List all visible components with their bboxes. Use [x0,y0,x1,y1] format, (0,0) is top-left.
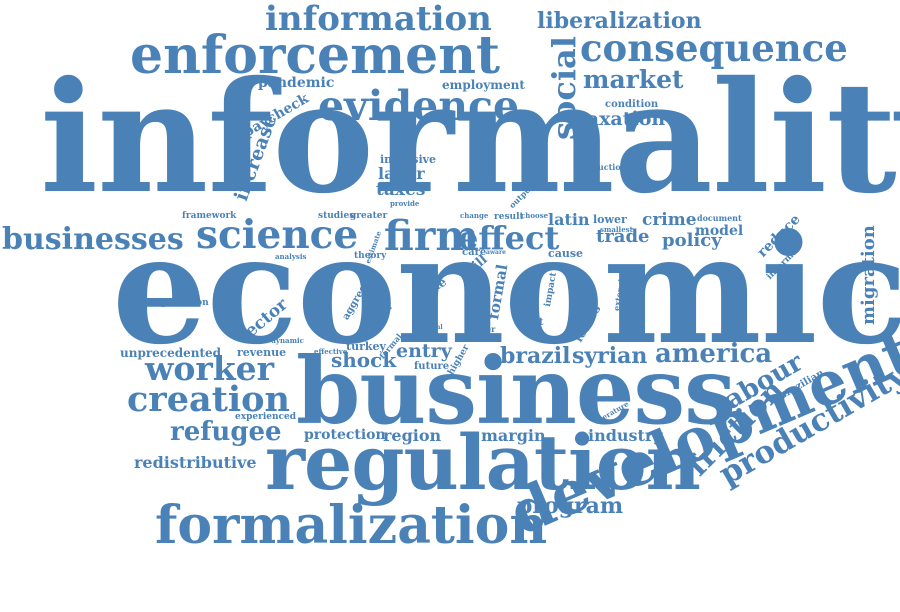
word-care: care [462,247,487,258]
word-result: result [494,212,524,222]
word-science: science [196,212,359,258]
word-evidence: evidence [318,82,520,130]
word-information: information [265,0,492,39]
word-protection: protection [304,427,386,443]
word-intensive: intensive [380,153,437,166]
word-social: social [545,36,583,140]
word-theory: theory [354,251,387,261]
word-businesses: businesses [2,222,184,257]
word-liberalization: liberalization [537,8,702,34]
word-aware: aware [486,249,506,256]
word-smallest: smallest [600,225,633,234]
word-taxation: taxation [578,108,666,130]
word-firm: firm [384,212,479,260]
word-market: market [583,65,684,94]
word-america: america [655,339,773,369]
word-syrian: syrian [572,343,648,369]
word-employment: employment [442,78,525,92]
word-lower: lower [593,213,627,226]
word-trade: trade [596,226,650,247]
word-creation: creation [127,379,290,420]
word-unprecedented: unprecedented [120,346,222,360]
word-policy: policy [662,230,722,251]
word-taxes: taxes [376,180,426,200]
word-data: data [468,281,491,291]
word-dynamic: dynamic [271,336,304,345]
word-expectation: expectation [150,298,209,308]
word-business: business [296,337,736,445]
word-effective: effective [314,347,348,356]
word-change: change [460,211,489,220]
word-entry: entry [396,340,452,362]
word-industry: industry [588,426,663,445]
word-economic: economic [112,202,900,378]
word-formalization: formalization [155,495,548,556]
word-margin: margin [481,426,546,445]
word-labor: labor [378,164,425,183]
word-refugee: refugee [170,417,282,447]
word-cause: cause [548,247,584,260]
word-size: size [467,312,491,325]
word-choose: choose [521,211,549,220]
word-analysis: analysis [275,252,307,261]
word-studies: studies [318,211,355,221]
word-model: model [695,223,744,239]
word-enforcement: enforcement [130,25,501,86]
word-condition: condition [605,99,659,110]
word-framework: framework [182,211,237,221]
word-future: future [414,361,450,372]
word-brazil: brazil [500,343,571,369]
word-program: program [517,493,624,519]
word-migration: migration [858,225,879,325]
word-greater: greater [350,211,388,221]
word-crime: crime [642,210,697,230]
word-region: region [383,426,442,445]
word-document: document [697,213,742,223]
word-turkey: turkey [346,340,386,353]
word-latin: latin [548,210,590,229]
word-provide: provide [390,199,420,208]
word-consequence: consequence [580,26,848,70]
word-regulation: regulation [265,418,701,507]
word-most: most [516,317,544,328]
word-larger: larger [468,324,496,334]
word-experienced: experienced [235,412,297,422]
word-informality: informality [40,48,900,228]
word-redistributive: redistributive [134,453,257,472]
word-effect: effect [458,219,560,257]
word-revenue: revenue [237,346,287,359]
word-shock: shock [331,348,397,372]
word-pandemic: pandemic [258,75,335,91]
word-worker: worker [145,349,275,388]
word-reduction: reduction [583,162,627,172]
word-natural: natural [418,324,443,331]
